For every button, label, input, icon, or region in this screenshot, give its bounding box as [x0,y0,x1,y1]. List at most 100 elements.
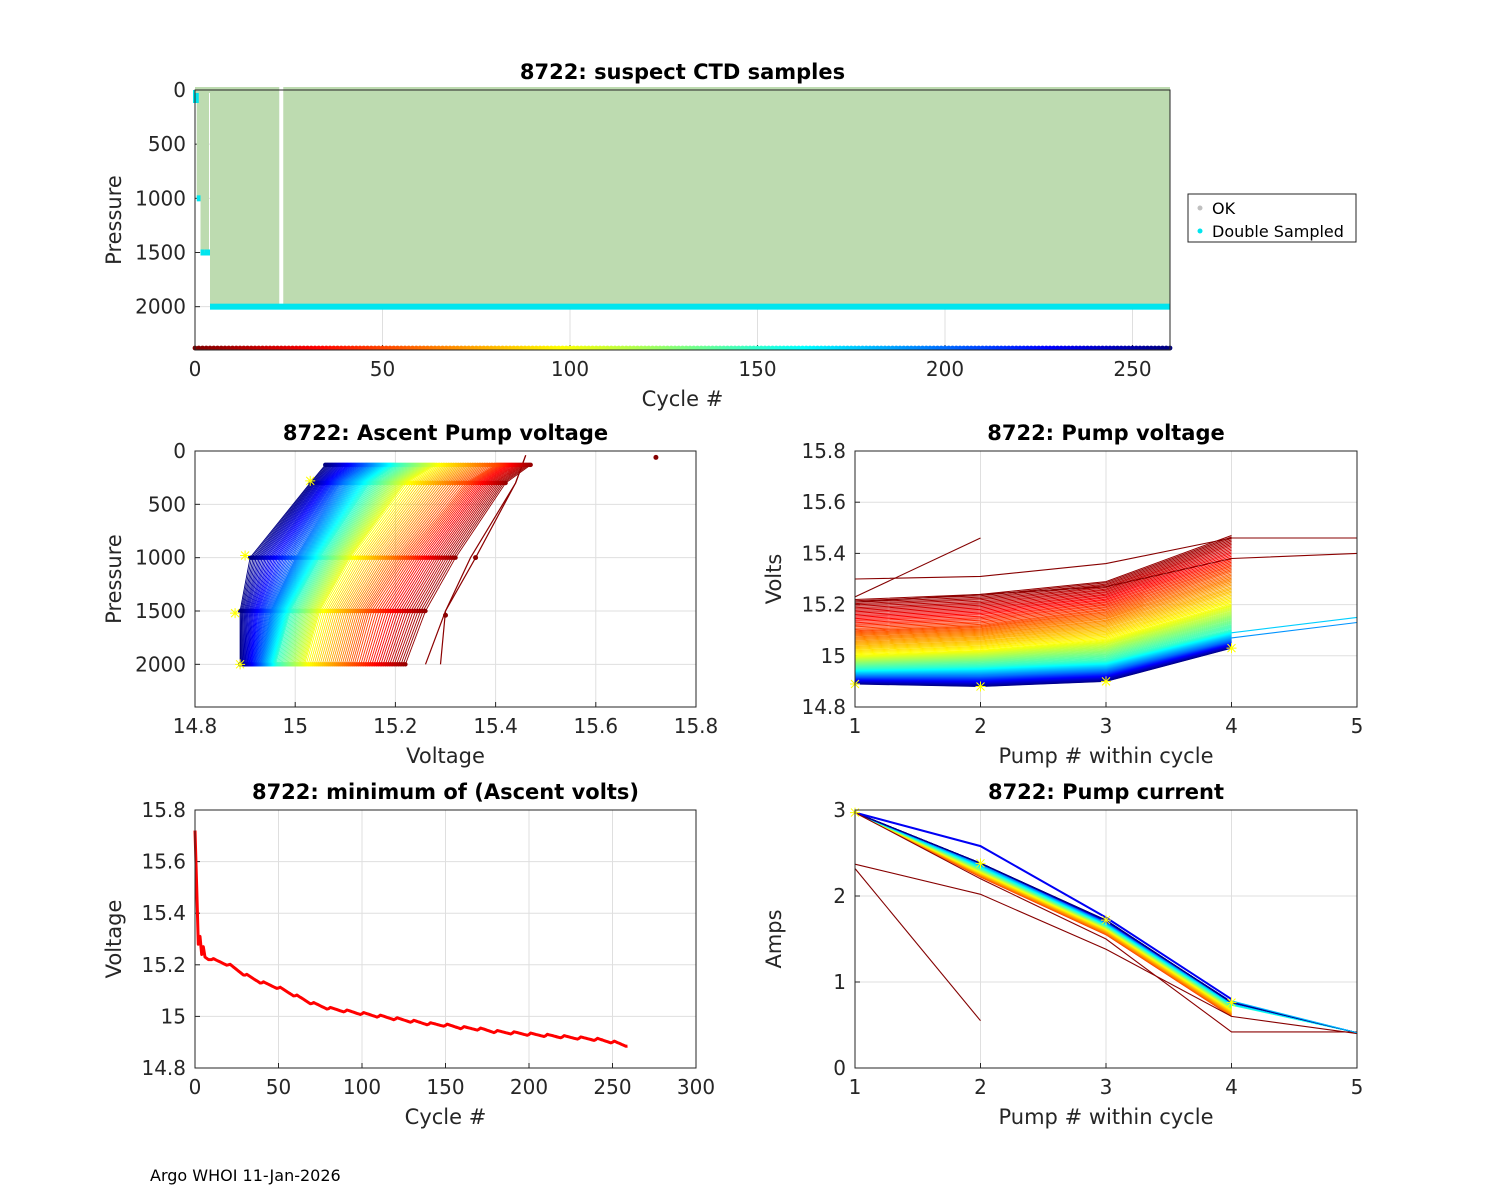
pump-voltage-line [854,594,1232,650]
x-tick-label: 15.6 [574,714,619,738]
pump-voltage-line [854,560,1232,624]
cycle-marker [927,345,933,351]
cycle-marker [275,345,280,351]
cycle-marker [661,345,667,351]
cycle-marker [1017,345,1023,351]
cycle-marker [278,345,284,351]
cycle-marker [1133,345,1139,351]
y-tick-label: 1000 [135,546,186,570]
cycle-marker [631,345,637,351]
cycle-marker [642,345,648,351]
cycle-marker [507,345,513,351]
cycle-marker [485,345,490,351]
cycle-marker [417,345,423,351]
y-axis-label: Volts [762,554,786,605]
cycle-marker [935,345,940,351]
pump-voltage-line [854,567,1232,630]
plot-data [850,807,1358,1035]
cycle-marker [668,345,674,351]
cycle-marker [402,345,408,351]
pump-voltage-line [854,571,1232,634]
cycle-marker [346,345,352,351]
cycle-marker [548,345,554,351]
cycle-marker [406,345,412,351]
pump-voltage-line [1231,621,1358,639]
pump-voltage-line [854,622,1232,666]
x-tick-label: 0 [189,1075,202,1099]
cycle-marker [1141,345,1147,351]
cycle-marker [1100,345,1105,351]
pump-voltage-line [854,629,1232,669]
cycle-marker [316,345,322,351]
cycle-marker [271,345,277,351]
double-sampled-marker [193,90,199,103]
cycle-marker [785,345,790,351]
cycle-marker [436,345,442,351]
cycle-marker [282,345,288,351]
pump-voltage-line [854,614,1232,662]
cycle-marker [455,345,460,351]
pump-voltage-line [854,569,1232,632]
cycle-marker [245,345,250,351]
pump-voltage-line [854,627,1232,668]
latest-cycle-marker [1101,915,1111,926]
cycle-marker [1156,345,1162,351]
pump-current-line [854,863,1358,1035]
cycle-marker [638,345,644,351]
axes-box [854,450,1358,708]
x-tick-label: 50 [370,357,395,381]
cycle-marker [1025,345,1030,351]
cycle-marker [886,345,892,351]
cycle-marker [1043,345,1049,351]
pump-voltage-line [854,543,1232,609]
cycle-marker [987,345,993,351]
cycle-marker [233,345,239,351]
cycle-marker [1137,345,1143,351]
cycle-marker [203,345,209,351]
pump-voltage-line [854,605,1232,658]
cycle-marker [368,345,374,351]
cycle-marker [215,345,220,351]
cycle-marker [875,345,880,351]
cycle-marker [421,345,427,351]
profile-point [653,454,659,460]
cycle-marker [601,345,607,351]
cycle-marker [837,345,843,351]
cycle-marker [481,345,487,351]
pump-voltage-line [854,624,1232,667]
cycle-marker [1040,345,1045,351]
pump-voltage-line [854,615,1232,663]
cycle-marker [526,345,532,351]
cycle-marker [440,345,445,351]
cycle-marker [687,345,693,351]
pump-voltage-line [854,546,1232,611]
cycle-marker [458,345,464,351]
pump-voltage-line [854,596,1232,651]
cycle-marker [811,345,817,351]
pump-voltage-line [854,590,1232,647]
pump-voltage-line [854,620,1232,665]
pump-voltage-line [854,563,1232,626]
plot-data [850,535,1358,692]
cycle-marker [953,345,959,351]
double-sampled-marker [204,249,210,256]
cycle-marker [1152,345,1158,351]
pump-current-line [854,812,1232,1017]
cycle-marker [608,345,614,351]
cycle-marker [665,345,670,351]
pump-voltage-line [854,548,1232,613]
x-axis-label: Voltage [406,744,485,768]
pump-voltage-line [854,539,1232,605]
min-voltage-series [193,830,628,1048]
cycle-marker [676,345,682,351]
latest-cycle-marker [1101,676,1111,687]
chart-title: 8722: Ascent Pump voltage [283,421,608,445]
cycle-marker [976,345,982,351]
y-axis-label: Voltage [102,900,126,979]
pump-current-line [854,812,1232,1004]
cycle-marker [672,345,678,351]
cycle-marker [852,345,858,351]
cycle-marker [1092,345,1098,351]
profile-point [473,555,479,561]
